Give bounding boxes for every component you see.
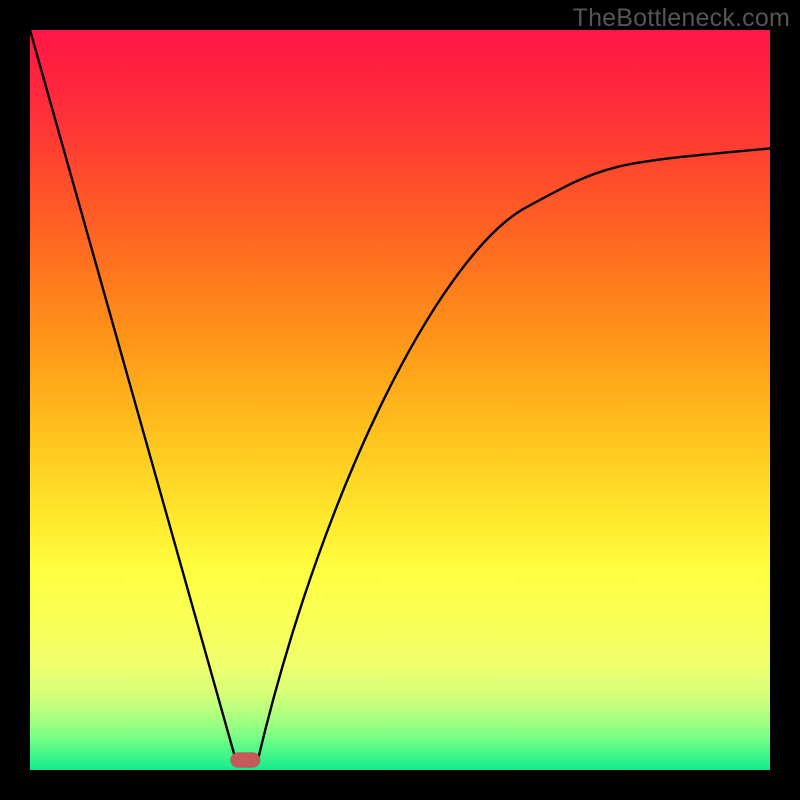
chart-container: TheBottleneck.com	[0, 0, 800, 800]
optimal-marker	[231, 753, 261, 768]
bottleneck-chart	[0, 0, 800, 800]
plot-area	[30, 30, 770, 770]
